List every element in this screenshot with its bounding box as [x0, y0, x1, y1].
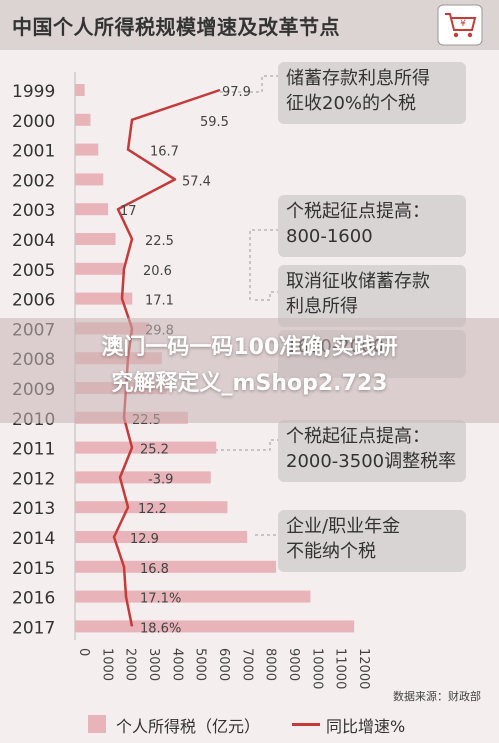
annotation-box: 个税起征点提高： 800-1600	[278, 195, 466, 257]
bar	[75, 292, 133, 305]
x-tick-label: 5000	[193, 648, 208, 681]
overlay-banner-text: 澳门一码一码100准确,实践研 究解释定义_mShop2.723	[0, 330, 499, 402]
annotation-box: 个税起征点提高： 2000-3500调整税率	[278, 420, 466, 482]
bar	[75, 620, 355, 633]
bar	[75, 233, 116, 245]
x-tick-label: 11000	[333, 648, 348, 689]
category-label: 2006	[12, 291, 55, 311]
category-label: 2015	[12, 559, 55, 579]
annotation-connector	[215, 439, 278, 451]
annotation-line: 不能纳个税	[286, 541, 376, 562]
category-label: 2014	[12, 529, 55, 549]
data-label: 18.6%	[140, 621, 181, 636]
legend-bar-swatch	[88, 715, 106, 733]
bar	[75, 501, 228, 514]
x-tick-label: 2000	[123, 648, 138, 681]
category-label: 2004	[12, 231, 55, 251]
bar	[75, 471, 211, 484]
chart-title: 中国个人所得税规模增速及改革节点	[12, 15, 340, 39]
x-tick-label: 1000	[99, 648, 114, 681]
title-bar: 中国个人所得税规模增速及改革节点 ¥	[0, 0, 499, 50]
x-tick-label: 6000	[216, 648, 231, 681]
banner-line: 究解释定义_mShop2.723	[111, 371, 388, 396]
data-label: 12.9	[130, 532, 159, 547]
bar	[75, 590, 311, 603]
data-label: 17.1%	[140, 592, 181, 607]
data-label: 17.1	[145, 294, 174, 309]
category-label: 2013	[12, 499, 55, 519]
x-tick-label: 8000	[263, 648, 278, 681]
banner-line: 澳门一码一码100准确,实践研	[101, 335, 398, 360]
annotation-line: 企业/职业年金	[286, 516, 401, 537]
data-label: 16.8	[140, 562, 169, 577]
category-label: 2001	[12, 142, 55, 162]
bar	[75, 560, 277, 573]
category-label: 2005	[12, 261, 55, 281]
x-tick-label: 12000	[356, 648, 371, 689]
category-label: 2000	[12, 112, 55, 132]
data-label: 12.2	[138, 502, 167, 517]
x-tick-label: 0	[76, 648, 91, 656]
category-label: 2016	[12, 589, 55, 609]
x-tick-label: 4000	[169, 648, 184, 681]
bar	[75, 84, 85, 96]
legend-line-swatch	[292, 723, 320, 726]
category-label: 1999	[12, 82, 55, 102]
bar	[75, 262, 124, 275]
annotation-connector	[249, 229, 278, 300]
annotation-box: 取消征收储蓄存款 利息所得	[278, 265, 466, 327]
legend-bar-label: 个人所得税（亿元）	[116, 717, 261, 736]
annotation-box: 企业/职业年金 不能纳个税	[278, 510, 466, 572]
annotation-connector	[255, 291, 278, 301]
data-label: 20.6	[143, 264, 172, 279]
category-label: 2011	[12, 440, 55, 460]
data-label: 97.9	[222, 85, 251, 100]
x-tick-label: 9000	[286, 648, 301, 681]
data-label: 57.4	[182, 174, 211, 189]
annotation-line: 个税起征点提高：	[286, 426, 430, 447]
bar	[75, 143, 99, 156]
annotation-line: 储蓄存款利息所得	[286, 68, 430, 89]
category-label: 2003	[12, 201, 55, 221]
data-label: 16.7	[150, 145, 179, 160]
legend-line-label: 同比增速%	[326, 717, 406, 736]
category-label: 2017	[12, 618, 55, 638]
cart-icon: ¥	[437, 4, 483, 46]
x-tick-label: 10000	[309, 648, 324, 689]
bar	[75, 173, 104, 186]
svg-text:¥: ¥	[460, 19, 466, 29]
legend: 个人所得税（亿元） 同比增速%	[0, 710, 499, 743]
bar	[75, 531, 248, 543]
category-label: 2012	[12, 469, 55, 489]
data-label: 59.5	[200, 115, 229, 130]
annotation-line: 取消征收储蓄存款	[286, 271, 430, 292]
category-label: 2002	[12, 171, 55, 191]
data-label: 17	[120, 204, 137, 219]
x-tick-label: 7000	[239, 648, 254, 681]
annotation-line: 利息所得	[286, 296, 358, 317]
annotation-connector	[220, 75, 278, 93]
annotation-line: 2000-3500调整税率	[286, 451, 457, 472]
data-label: -3.9	[148, 472, 173, 487]
x-tick-label: 3000	[146, 648, 161, 681]
annotation-line: 征收20%的个税	[286, 93, 417, 114]
source-note: 数据来源：财政部	[393, 690, 481, 703]
annotation-line: 800-1600	[286, 226, 373, 247]
annotation-box: 储蓄存款利息所得 征收20%的个税	[278, 62, 466, 124]
annotation-line: 个税起征点提高：	[286, 201, 430, 222]
overlay-banner	[0, 318, 499, 423]
data-label: 25.2	[140, 443, 169, 458]
bar	[75, 203, 109, 216]
bar	[75, 441, 217, 454]
bar	[75, 113, 91, 126]
data-label: 22.5	[145, 234, 174, 249]
